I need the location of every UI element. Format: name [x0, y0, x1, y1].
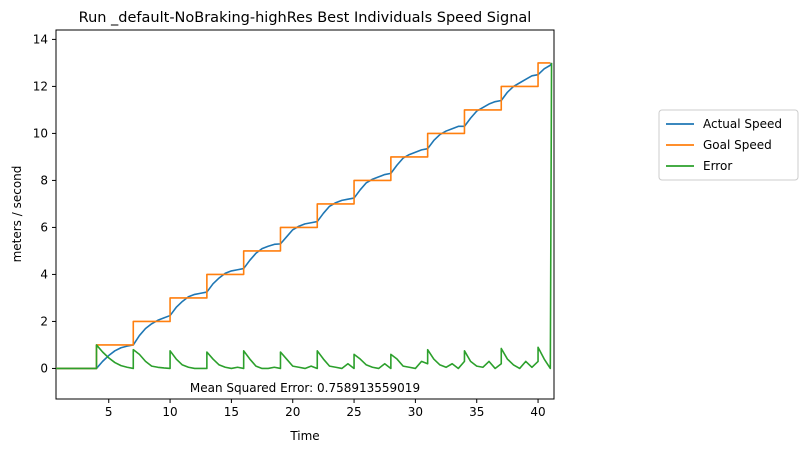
mse-annotation: Mean Squared Error: 0.758913559019	[190, 381, 420, 395]
x-tick-label: 35	[469, 405, 484, 419]
y-tick-label: 8	[40, 173, 48, 187]
y-tick-label: 4	[40, 267, 48, 281]
series-line-actual-speed	[56, 62, 553, 370]
legend: Actual Speed Goal Speed Error	[658, 109, 799, 181]
y-tick-label: 10	[33, 126, 48, 140]
legend-label: Error	[703, 159, 732, 173]
x-axis-label: Time	[289, 429, 319, 443]
legend-label: Goal Speed	[703, 138, 772, 152]
x-tick-label: 40	[530, 405, 545, 419]
x-tick-label: 10	[162, 405, 177, 419]
x-tick-label: 15	[224, 405, 239, 419]
x-tick-label: 5	[105, 405, 113, 419]
series-layer	[56, 62, 553, 370]
y-axis-label: meters / second	[10, 166, 24, 263]
plot-frame	[55, 29, 555, 400]
x-tick-label: 20	[285, 405, 300, 419]
y-tick-label: 6	[40, 220, 48, 234]
chart-title: Run _default-NoBraking-highRes Best Indi…	[79, 10, 532, 26]
x-tick-label: 25	[346, 405, 361, 419]
y-tick-label: 12	[33, 79, 48, 93]
series-line-goal-speed	[56, 62, 551, 370]
legend-label: Actual Speed	[703, 117, 782, 131]
x-tick-label: 30	[408, 405, 423, 419]
y-tick-label: 14	[33, 32, 48, 46]
plot-area: 5 10 15 20 25 30 35 40 0 2 4 6 8 10 12 14 Mean Squared…	[33, 29, 555, 419]
y-axis: 0 2 4 6 8 10 12 14	[33, 32, 56, 375]
legend-frame	[658, 109, 799, 181]
y-tick-label: 2	[40, 314, 48, 328]
y-tick-label: 0	[40, 361, 48, 375]
x-axis: 5 10 15 20 25 30 35 40	[105, 399, 546, 419]
series-line-error	[56, 62, 553, 370]
